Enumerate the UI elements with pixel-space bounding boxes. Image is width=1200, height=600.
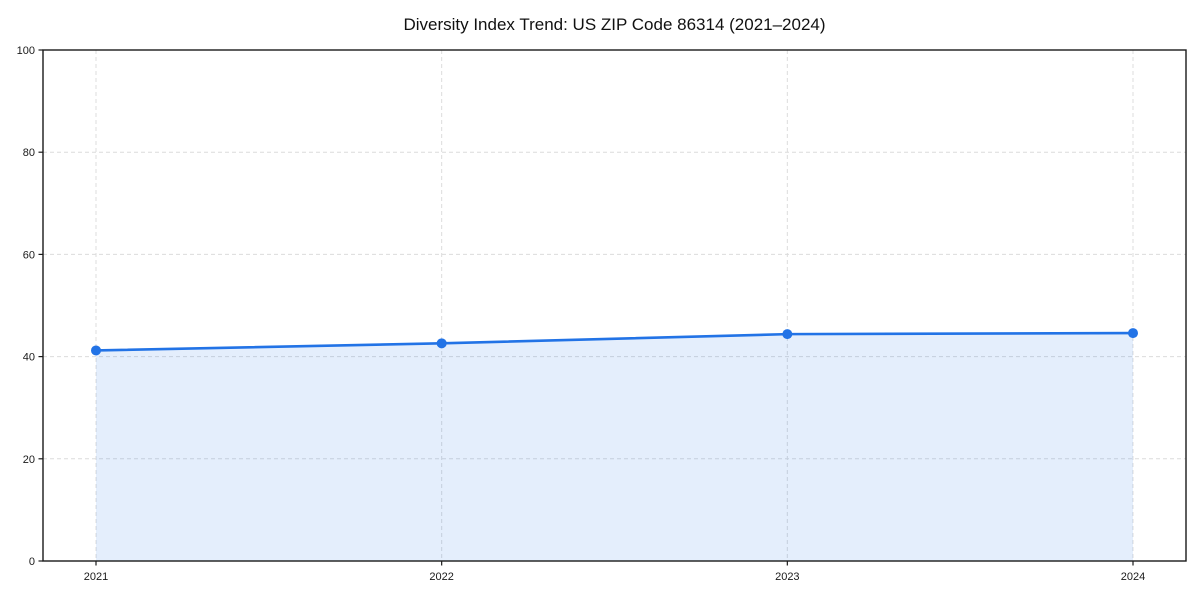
- trend-line: [94, 331, 1135, 352]
- data-point-2022: [436, 338, 447, 349]
- x-tick-label: 2022: [429, 571, 453, 583]
- x-tick-label: 2024: [1121, 571, 1145, 583]
- data-point-2023: [782, 329, 793, 340]
- x-tick-label: 2021: [84, 571, 108, 583]
- y-tick-label: 0: [29, 556, 35, 568]
- y-tick-label: 20: [23, 454, 35, 466]
- y-tick-label: 100: [17, 45, 35, 57]
- y-tick-label: 40: [23, 352, 35, 364]
- data-point-2021: [91, 345, 101, 356]
- area-fill: [96, 333, 1133, 561]
- x-tick-label: 2023: [775, 571, 799, 583]
- chart-title: Diversity Index Trend: US ZIP Code 86314…: [403, 15, 826, 34]
- plot-border: [42, 49, 1187, 562]
- y-tick-label: 80: [23, 147, 35, 159]
- data-point-2024: [1128, 328, 1138, 339]
- y-tick-label: 60: [23, 249, 35, 261]
